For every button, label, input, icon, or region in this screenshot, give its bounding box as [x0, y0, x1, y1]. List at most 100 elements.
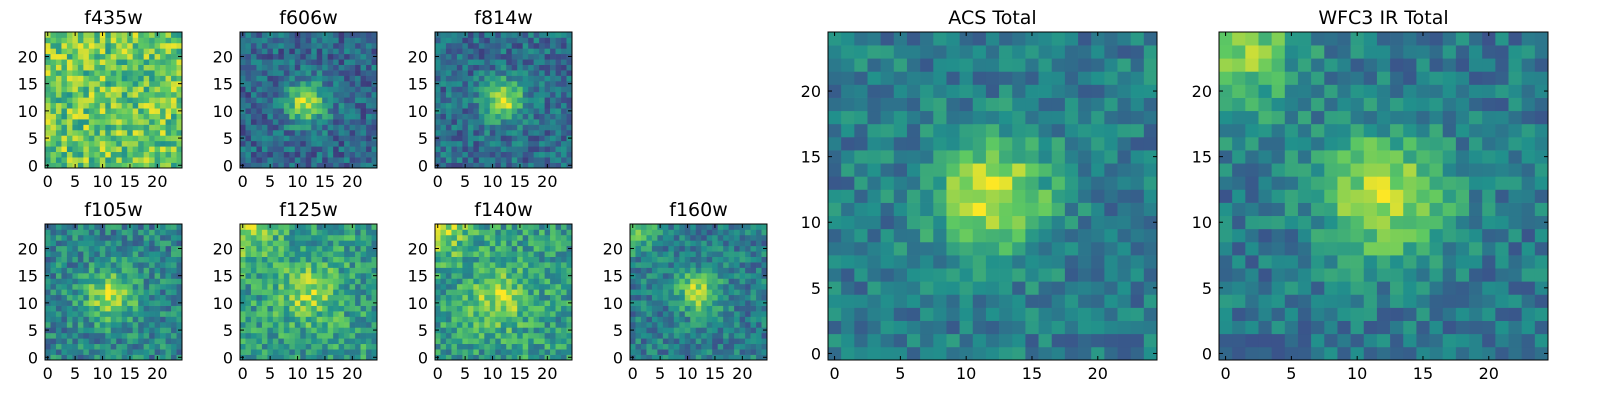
heatmap-cell — [695, 240, 702, 247]
heatmap-cell — [138, 129, 144, 136]
heatmap-cell — [695, 294, 702, 301]
heatmap-cell — [539, 224, 545, 230]
heatmap-cell — [55, 311, 62, 317]
heatmap-cell — [920, 150, 934, 164]
heatmap-cell — [673, 332, 680, 339]
heatmap-cell — [116, 108, 123, 114]
heatmap-cell — [316, 283, 323, 290]
heatmap-cell — [171, 124, 177, 131]
heatmap-cell — [171, 251, 177, 257]
heatmap-cell — [467, 135, 474, 142]
heatmap-cell — [712, 278, 719, 285]
heatmap-cell — [240, 48, 246, 55]
heatmap-cell — [327, 262, 334, 268]
heatmap-cell — [311, 332, 318, 339]
heatmap-cell — [462, 129, 469, 136]
heatmap-cell — [278, 338, 285, 345]
heatmap-cell — [154, 332, 161, 339]
heatmap-cell — [66, 354, 73, 361]
heatmap-cell — [154, 321, 161, 328]
heatmap-cell — [338, 283, 345, 290]
heatmap-cell — [728, 305, 735, 312]
heatmap-cell — [630, 283, 636, 290]
heatmap-cell — [94, 70, 101, 76]
heatmap-cell — [272, 278, 279, 285]
heatmap-cell — [83, 316, 90, 323]
heatmap-cell — [160, 272, 166, 279]
heatmap-cell — [66, 80, 73, 87]
heatmap-cell — [349, 48, 356, 55]
heatmap-cell — [489, 75, 496, 82]
heatmap-cell — [517, 146, 524, 153]
heatmap-cell — [1143, 333, 1158, 348]
heatmap-cell — [462, 305, 469, 312]
heatmap-cell — [305, 75, 312, 82]
heatmap-cell — [160, 70, 166, 76]
heatmap-cell — [739, 267, 746, 274]
heatmap-cell — [116, 305, 123, 312]
heatmap-cell — [311, 256, 318, 263]
heatmap-cell — [435, 129, 441, 136]
heatmap-cell — [110, 146, 117, 153]
heatmap-cell — [679, 229, 686, 236]
heatmap-cell — [305, 86, 312, 93]
heatmap-cell — [50, 256, 57, 263]
heatmap-cell — [50, 316, 57, 323]
heatmap-cell — [657, 321, 664, 328]
heatmap-cell — [272, 64, 279, 71]
heatmap-cell — [723, 240, 729, 247]
heatmap-cell — [1038, 320, 1053, 335]
heatmap-cell — [127, 300, 134, 306]
heatmap-cell — [712, 349, 719, 355]
heatmap-cell — [45, 289, 51, 296]
heatmap-cell — [1117, 189, 1132, 203]
heatmap-cell — [1025, 281, 1039, 295]
heatmap-cell — [1064, 189, 1079, 203]
heatmap-cell — [344, 91, 350, 98]
heatmap-cell — [154, 294, 161, 301]
heatmap-cell — [1038, 294, 1053, 308]
heatmap-cell — [635, 283, 642, 290]
heatmap-cell — [245, 316, 252, 323]
x-tick-label: 0 — [238, 364, 248, 383]
heatmap-cell — [55, 327, 62, 334]
heatmap-cell — [278, 311, 285, 317]
heatmap-cell — [999, 150, 1013, 164]
heatmap-cell — [690, 224, 697, 230]
heatmap-cell — [539, 256, 545, 263]
heatmap-cell — [154, 157, 161, 163]
heatmap-cell — [105, 135, 112, 142]
heatmap-cell — [646, 300, 653, 306]
heatmap-cell — [706, 245, 713, 252]
heatmap-cell — [256, 113, 263, 120]
heatmap-cell — [550, 354, 556, 361]
heatmap-cell — [322, 80, 329, 87]
heatmap-cell — [121, 108, 128, 114]
heatmap-cell — [539, 234, 545, 241]
heatmap-cell — [478, 59, 485, 65]
heatmap-cell — [316, 48, 323, 55]
heatmap-cell — [1104, 215, 1118, 230]
heatmap-cell — [105, 113, 112, 120]
heatmap-cell — [311, 42, 318, 49]
heatmap-cell — [467, 305, 474, 312]
heatmap-cell — [176, 151, 183, 158]
heatmap-cell — [473, 151, 480, 158]
heatmap-cell — [489, 157, 496, 163]
heatmap-cell — [668, 267, 675, 274]
heatmap-cell — [467, 53, 474, 60]
heatmap-cell — [761, 267, 768, 274]
heatmap-cell — [506, 300, 513, 306]
heatmap-cell — [272, 37, 279, 44]
heatmap-cell — [154, 229, 161, 236]
heatmap-cell — [245, 224, 252, 230]
heatmap-cell — [880, 307, 895, 321]
heatmap-cell — [445, 48, 452, 55]
heatmap-cell — [305, 229, 312, 236]
heatmap-cell — [467, 129, 474, 136]
heatmap-cell — [160, 354, 166, 361]
heatmap-cell — [99, 157, 106, 163]
heatmap-cell — [355, 332, 361, 339]
heatmap-cell — [333, 316, 339, 323]
heatmap-cell — [138, 311, 144, 317]
